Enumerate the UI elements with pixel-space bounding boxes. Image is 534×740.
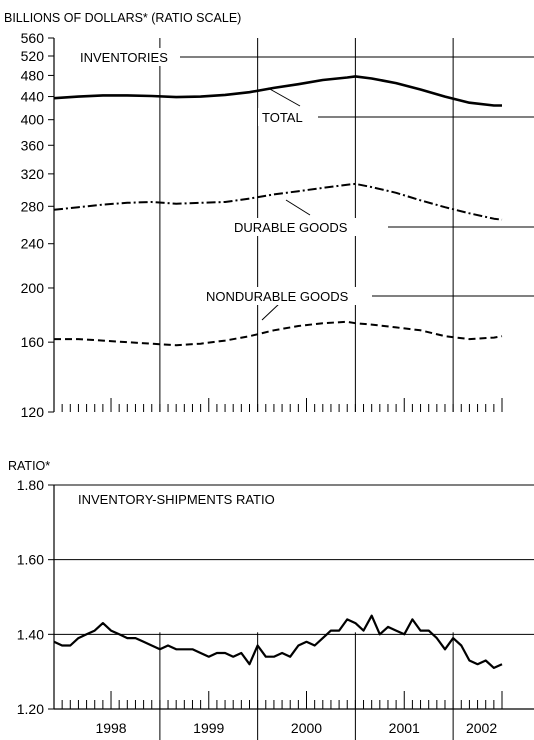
ratio-panel-label: INVENTORY-SHIPMENTS RATIO	[78, 492, 275, 507]
top-y-tick-label: 560	[21, 30, 45, 46]
series-line-nondurable-goods	[54, 320, 503, 347]
series-label-durable-goods: DURABLE GOODS	[234, 220, 348, 235]
top-panel-inventories: 120 160 200 240 280 320 360 400 440 480 520 560 INVE…	[21, 30, 534, 420]
bottom-y-tick-label: 1.60	[17, 552, 44, 568]
top-y-tick-label: 120	[21, 404, 45, 420]
top-y-tick-label: 440	[21, 89, 45, 105]
x-axis-year-label: 2002	[466, 720, 497, 736]
top-y-tick-label: 360	[21, 137, 45, 153]
bottom-y-tick-label: 1.80	[17, 477, 44, 493]
x-axis-year-label: 2000	[291, 720, 322, 736]
x-axis-year-label: 2001	[389, 720, 420, 736]
bottom-panel-ratio: 1.20 1.40 1.60 1.80 INVENTORY-SHIPMENTS RATI…	[17, 477, 534, 740]
top-y-tick-label: 240	[21, 236, 45, 252]
nondurable-leader-line	[261, 302, 281, 321]
top-y-tick-label: 200	[21, 280, 45, 296]
top-y-tick-label: 160	[21, 334, 45, 350]
top-panel-y-axis-title: BILLIONS OF DOLLARS* (RATIO SCALE)	[4, 11, 241, 25]
bottom-y-tick-label: 1.40	[17, 626, 44, 642]
top-y-tick-label: 480	[21, 67, 45, 83]
inventories-panel-label: INVENTORIES	[80, 50, 168, 65]
top-y-tick-label: 520	[21, 48, 45, 64]
series-label-total: TOTAL	[262, 110, 303, 125]
x-axis-year-label: 1998	[95, 720, 126, 736]
label-backing	[202, 287, 372, 305]
bottom-panel-y-axis-title: RATIO*	[8, 459, 50, 473]
series-line-durable-goods	[53, 182, 503, 221]
top-y-tick-label: 280	[21, 198, 45, 214]
label-backing	[76, 48, 180, 66]
series-line-total	[53, 75, 502, 107]
label-backing	[258, 108, 316, 126]
label-backing	[230, 218, 388, 236]
series-line-inventory-shipments-ratio	[53, 614, 503, 670]
durable-leader-line	[285, 199, 311, 216]
total-leader-line	[267, 87, 301, 107]
bottom-y-tick-label: 1.20	[17, 701, 44, 717]
top-y-tick-label: 320	[21, 166, 45, 182]
top-y-tick-label: 400	[21, 112, 45, 128]
series-label-nondurable-goods: NONDURABLE GOODS	[206, 289, 349, 304]
x-axis-year-label: 1999	[193, 720, 224, 736]
